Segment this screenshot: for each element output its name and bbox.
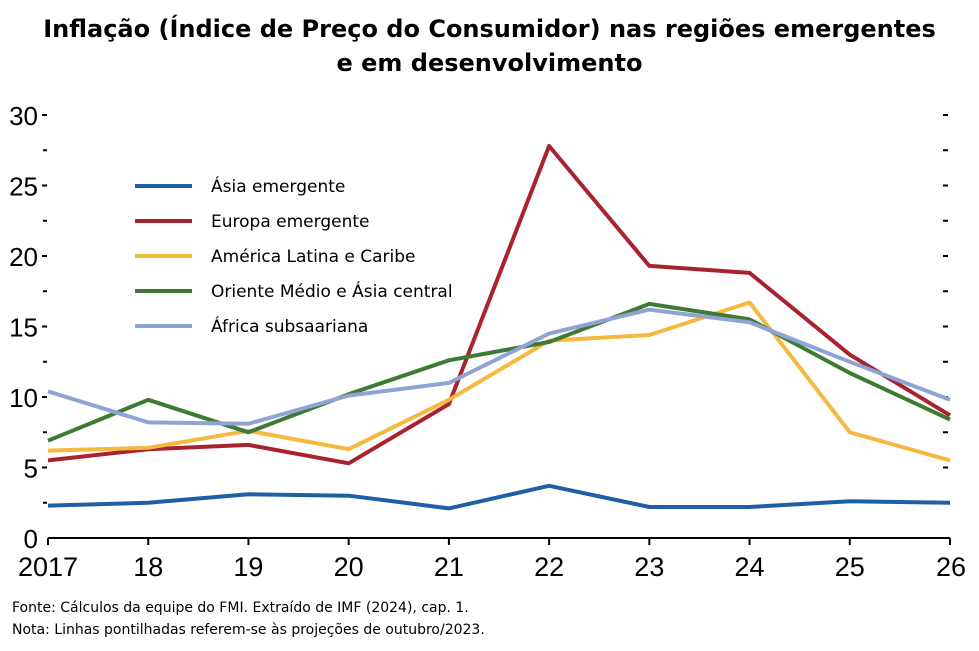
y-tick-label: 5 — [24, 454, 38, 484]
axis-layer: 0 5 10 15 20 25 30 2017 18 19 20 21 22 23 24 25 26 — [9, 101, 966, 582]
x-tick-label: 26 — [936, 552, 966, 582]
y-tick-label: 0 — [24, 524, 38, 554]
x-tick-label: 19 — [233, 552, 263, 582]
chart-notes: Fonte: Cálculos da equipe do FMI. Extraí… — [12, 597, 485, 641]
legend: Ásia emergente Europa emergente América La… — [135, 175, 453, 337]
x-tick-label: 18 — [133, 552, 163, 582]
series-layer — [47, 144, 952, 511]
series-line — [47, 300, 951, 463]
y-tick-label: 15 — [9, 313, 38, 343]
series-line — [47, 144, 952, 466]
series-line — [47, 307, 951, 426]
y-tick-label: 30 — [9, 101, 38, 131]
legend-label: Ásia emergente — [211, 175, 345, 197]
y-tick-label: 20 — [9, 242, 38, 272]
chart-title-line-2: e em desenvolvimento — [336, 49, 643, 77]
x-tick-label: 25 — [835, 552, 865, 582]
x-tick-label: 20 — [334, 552, 364, 582]
source-note: Fonte: Cálculos da equipe do FMI. Extraí… — [12, 600, 469, 616]
y-tick-label: 25 — [9, 172, 38, 202]
legend-label: África subsaariana — [211, 315, 368, 337]
chart-title-line-1: Inflação (Índice de Preço do Consumidor)… — [43, 15, 936, 43]
legend-label: Oriente Médio e Ásia central — [211, 280, 453, 302]
x-tick-label: 22 — [534, 552, 564, 582]
projection-note: Nota: Linhas pontilhadas referem-se às p… — [12, 622, 485, 638]
x-tick-label: 23 — [634, 552, 664, 582]
x-tick-label: 21 — [434, 552, 464, 582]
legend-label: Europa emergente — [211, 212, 369, 232]
x-tick-label: 24 — [735, 552, 765, 582]
x-tick-label: 2017 — [18, 552, 78, 582]
series-line — [47, 483, 951, 511]
legend-label: América Latina e Caribe — [211, 247, 416, 267]
y-tick-label: 10 — [9, 383, 38, 413]
chart-title: Inflação (Índice de Preço do Consumidor)… — [0, 12, 979, 80]
series-line — [47, 301, 951, 443]
